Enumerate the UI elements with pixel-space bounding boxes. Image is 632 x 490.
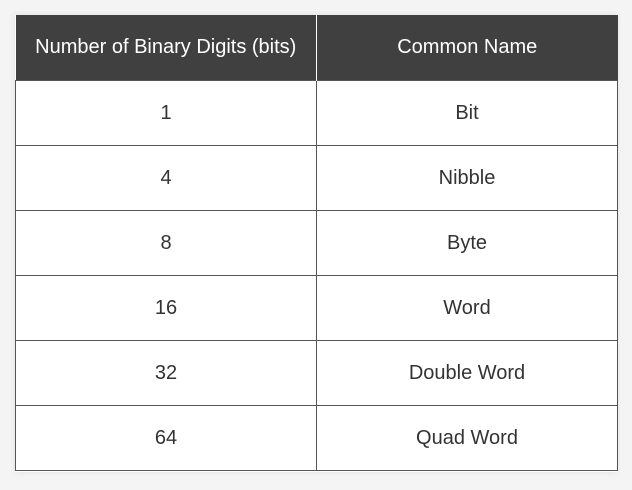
table-header-row: Number of Binary Digits (bits) Common Na… — [15, 15, 618, 81]
table-row: 64 Quad Word — [15, 405, 618, 471]
cell-bits: 4 — [15, 145, 317, 211]
table-row: 4 Nibble — [15, 145, 618, 211]
cell-common-name: Quad Word — [316, 405, 618, 471]
cell-bits: 32 — [15, 340, 317, 406]
cell-bits: 16 — [15, 275, 317, 341]
cell-common-name: Word — [316, 275, 618, 341]
cell-common-name: Bit — [316, 80, 618, 146]
cell-bits: 1 — [15, 80, 317, 146]
cell-bits: 8 — [15, 210, 317, 276]
table-row: 16 Word — [15, 275, 618, 341]
table-row: 8 Byte — [15, 210, 618, 276]
table-row: 1 Bit — [15, 80, 618, 146]
cell-common-name: Double Word — [316, 340, 618, 406]
cell-common-name: Nibble — [316, 145, 618, 211]
column-header-common-name: Common Name — [316, 15, 618, 81]
cell-bits: 64 — [15, 405, 317, 471]
cell-common-name: Byte — [316, 210, 618, 276]
binary-units-table-container: Number of Binary Digits (bits) Common Na… — [15, 15, 618, 472]
table-row: 32 Double Word — [15, 340, 618, 406]
binary-units-table: Number of Binary Digits (bits) Common Na… — [15, 15, 618, 471]
column-header-bits: Number of Binary Digits (bits) — [15, 15, 317, 81]
